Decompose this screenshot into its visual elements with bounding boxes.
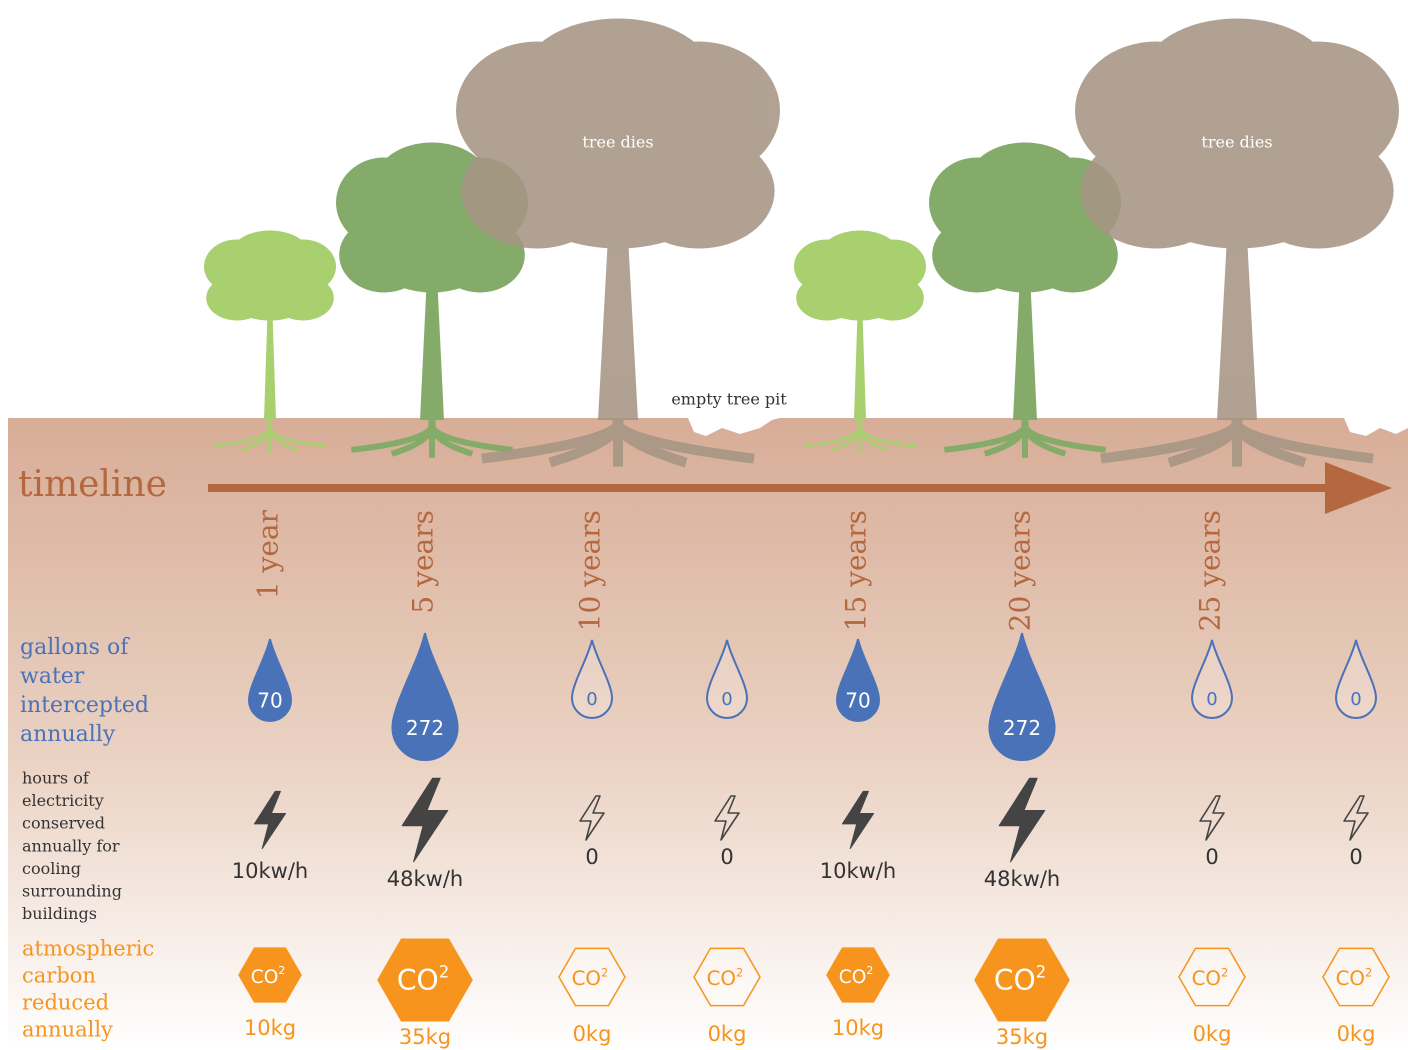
co2-base: CO bbox=[572, 967, 601, 990]
co2-sup: 2 bbox=[439, 962, 449, 981]
row-label: hours of bbox=[22, 769, 90, 788]
co2-sup: 2 bbox=[1365, 965, 1372, 979]
electricity-value: 10kw/h bbox=[820, 859, 896, 883]
co2-base: CO bbox=[839, 967, 867, 988]
infographic: timeline tree dies tree dies empty tree … bbox=[0, 0, 1408, 1050]
carbon-value: 0kg bbox=[1193, 1022, 1232, 1046]
crown bbox=[822, 231, 899, 276]
co2-base: CO bbox=[994, 964, 1036, 997]
crown bbox=[932, 218, 1022, 293]
row-label: cooling bbox=[22, 859, 81, 878]
trunk bbox=[264, 310, 276, 420]
carbon-value: 10kg bbox=[244, 1016, 296, 1040]
crown bbox=[524, 19, 713, 134]
water-value: 70 bbox=[845, 689, 870, 713]
crown bbox=[796, 276, 858, 321]
co2-sup: 2 bbox=[278, 964, 285, 977]
electricity-value: 0 bbox=[1349, 845, 1362, 869]
crown bbox=[206, 276, 268, 321]
row-label: conserved bbox=[22, 814, 105, 833]
year-label: 20 years bbox=[1004, 510, 1037, 631]
row-label: carbon bbox=[22, 964, 96, 988]
carbon-value: 0kg bbox=[573, 1022, 612, 1046]
empty-pit-label: empty tree pit bbox=[671, 390, 787, 409]
year-label: 25 years bbox=[1194, 510, 1227, 631]
year-label: 1 year bbox=[252, 509, 285, 599]
year-label: 10 years bbox=[574, 510, 607, 631]
row-label: water bbox=[20, 664, 85, 689]
row-label: electricity bbox=[22, 791, 104, 810]
crown bbox=[272, 276, 334, 321]
crown bbox=[969, 143, 1081, 218]
row-label: reduced bbox=[22, 991, 109, 1015]
row-label: surrounding bbox=[22, 882, 122, 901]
row-label: buildings bbox=[22, 904, 97, 923]
co2-sup: 2 bbox=[736, 965, 743, 979]
row-label: intercepted bbox=[20, 693, 149, 718]
co2-sup: 2 bbox=[866, 964, 873, 977]
row-label: annually bbox=[20, 722, 116, 747]
electricity-value: 10kw/h bbox=[232, 859, 308, 883]
crown bbox=[232, 231, 309, 276]
crown bbox=[862, 276, 924, 321]
co2-base: CO bbox=[397, 964, 439, 997]
electricity-value: 0 bbox=[585, 845, 598, 869]
row-label: gallons of bbox=[20, 635, 130, 660]
co2-sup: 2 bbox=[601, 965, 608, 979]
tree-dies-label: tree dies bbox=[582, 133, 653, 152]
co2-base: CO bbox=[1192, 967, 1221, 990]
tree-dies-label: tree dies bbox=[1201, 133, 1272, 152]
carbon-value: 35kg bbox=[399, 1025, 451, 1049]
crown bbox=[1143, 19, 1332, 134]
electricity-value: 48kw/h bbox=[984, 867, 1060, 891]
carbon-value: 35kg bbox=[996, 1025, 1048, 1049]
water-value: 70 bbox=[257, 689, 282, 713]
water-value: 272 bbox=[1003, 716, 1041, 740]
water-value: 0 bbox=[586, 689, 597, 710]
co2-base: CO bbox=[1336, 967, 1365, 990]
co2-sup: 2 bbox=[1221, 965, 1228, 979]
tree bbox=[1075, 19, 1399, 467]
row-label: atmospheric bbox=[22, 937, 154, 961]
carbon-value: 10kg bbox=[832, 1016, 884, 1040]
water-value: 272 bbox=[406, 716, 444, 740]
trees bbox=[204, 19, 1399, 467]
co2-base: CO bbox=[707, 967, 736, 990]
row-label: annually bbox=[22, 1018, 113, 1042]
electricity-value: 0 bbox=[720, 845, 733, 869]
water-value: 0 bbox=[1206, 689, 1217, 710]
carbon-value: 0kg bbox=[1337, 1022, 1376, 1046]
trunk bbox=[854, 310, 866, 420]
carbon-value: 0kg bbox=[708, 1022, 747, 1046]
co2-base: CO bbox=[251, 967, 279, 988]
electricity-value: 0 bbox=[1205, 845, 1218, 869]
crown bbox=[339, 218, 429, 293]
year-label: 5 years bbox=[407, 510, 440, 614]
timeline-label: timeline bbox=[18, 464, 167, 505]
co2-sup: 2 bbox=[1036, 962, 1046, 981]
row-label: annually for bbox=[22, 836, 120, 855]
electricity-value: 48kw/h bbox=[387, 867, 463, 891]
year-label: 15 years bbox=[840, 510, 873, 631]
water-value: 0 bbox=[721, 689, 732, 710]
water-value: 0 bbox=[1350, 689, 1361, 710]
